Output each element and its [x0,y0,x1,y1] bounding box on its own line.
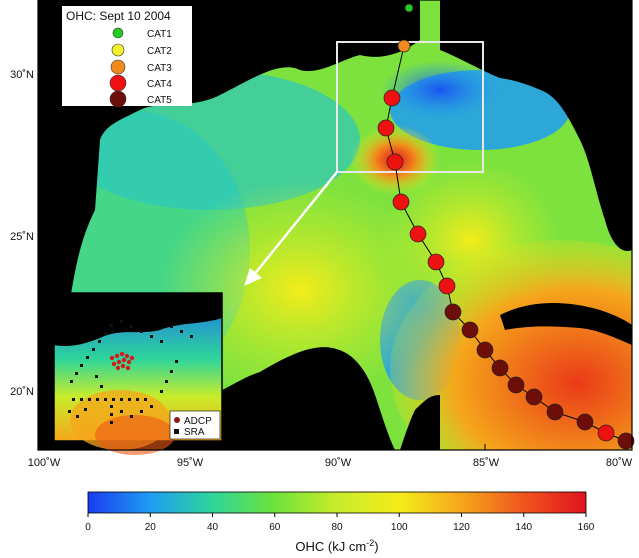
storm-point-cat5 [525,388,543,406]
inset-adcp-markers [109,351,135,371]
legend-cat1-marker [112,27,124,39]
category-legend-box [62,6,192,106]
storm-point-cat4 [438,277,456,295]
legend-cat4-marker [109,74,127,92]
storm-point-cat5 [617,432,635,450]
storm-point-cat1 [404,3,414,13]
category-legend: OHC: Sept 10 2004 CAT1 CAT2 CAT3 CAT4 CA… [62,6,192,108]
colorbar-tick-label: 160 [578,522,595,533]
storm-point-cat3 [397,39,411,53]
map-frame [37,0,633,451]
legend-cat5-label: CAT5 [147,95,172,106]
category-legend-title: OHC: Sept 10 2004 [66,9,171,23]
storm-point-cat4 [377,119,395,137]
inset-legend-adcp-marker [174,417,180,423]
inset-legend-box [169,410,221,440]
colorbar-tick-label: 40 [207,522,219,533]
zoom-box [336,41,484,173]
lat-label-25n: 25˚N [10,231,34,243]
storm-point-cat4 [392,193,410,211]
lat-label-20n: 20˚N [10,386,34,398]
inset-legend-sra-label: SRA [184,427,205,438]
storm-point-cat5 [546,403,564,421]
colorbar-tick-label: 60 [269,522,281,533]
storm-point-cat5 [461,321,479,339]
inset-sra-markers [68,320,193,424]
inset-legend-sra-marker [174,429,179,434]
storm-point-cat4 [427,253,445,271]
legend-cat2-marker [111,43,125,57]
storm-point-cat4 [409,225,427,243]
legend-cat4-label: CAT4 [147,79,172,90]
inset-legend-adcp-label: ADCP [184,416,212,427]
lon-label-95w: 95˚W [177,457,204,469]
zoom-arrow-head [244,268,262,286]
colorbar-tick-label: 120 [453,522,470,533]
storm-track-points [377,3,635,450]
storm-point-cat5 [476,341,494,359]
zoom-arrow-line [252,171,338,277]
storm-point-cat4 [383,89,401,107]
legend-cat3-marker [110,59,126,75]
legend-cat2-label: CAT2 [147,46,172,57]
colorbar-ticks: 0 20 40 60 80 100 120 140 160 [85,513,595,533]
storm-point-cat4 [386,153,404,171]
colorbar-gradient [87,491,587,514]
legend-cat3-label: CAT3 [147,63,172,74]
lon-label-85w: 85˚W [473,457,500,469]
axis-ticks [37,73,486,450]
colorbar: 0 20 40 60 80 100 120 140 160 OHC (kJ cm-2) [85,491,595,554]
lon-label-90w: 90˚W [325,457,352,469]
colorbar-tick-label: 0 [85,522,91,533]
legend-cat1-label: CAT1 [147,29,172,40]
colorbar-tick-label: 140 [515,522,532,533]
inset-map: ADCP SRA [53,292,223,455]
colorbar-title: OHC (kJ cm-2) [295,538,378,554]
colorbar-tick-label: 100 [391,522,408,533]
lon-label-80w: 80˚W [606,457,633,469]
storm-point-cat5 [576,413,594,431]
storm-point-cat5 [444,303,462,321]
lon-label-100w: 100˚W [28,457,61,469]
storm-point-cat5 [491,359,509,377]
storm-point-cat5 [507,376,525,394]
legend-cat5-marker [109,90,127,108]
storm-point-cat4 [597,424,615,442]
lat-label-30n: 30˚N [10,69,34,81]
colorbar-tick-label: 20 [145,522,157,533]
colorbar-tick-label: 80 [331,522,343,533]
